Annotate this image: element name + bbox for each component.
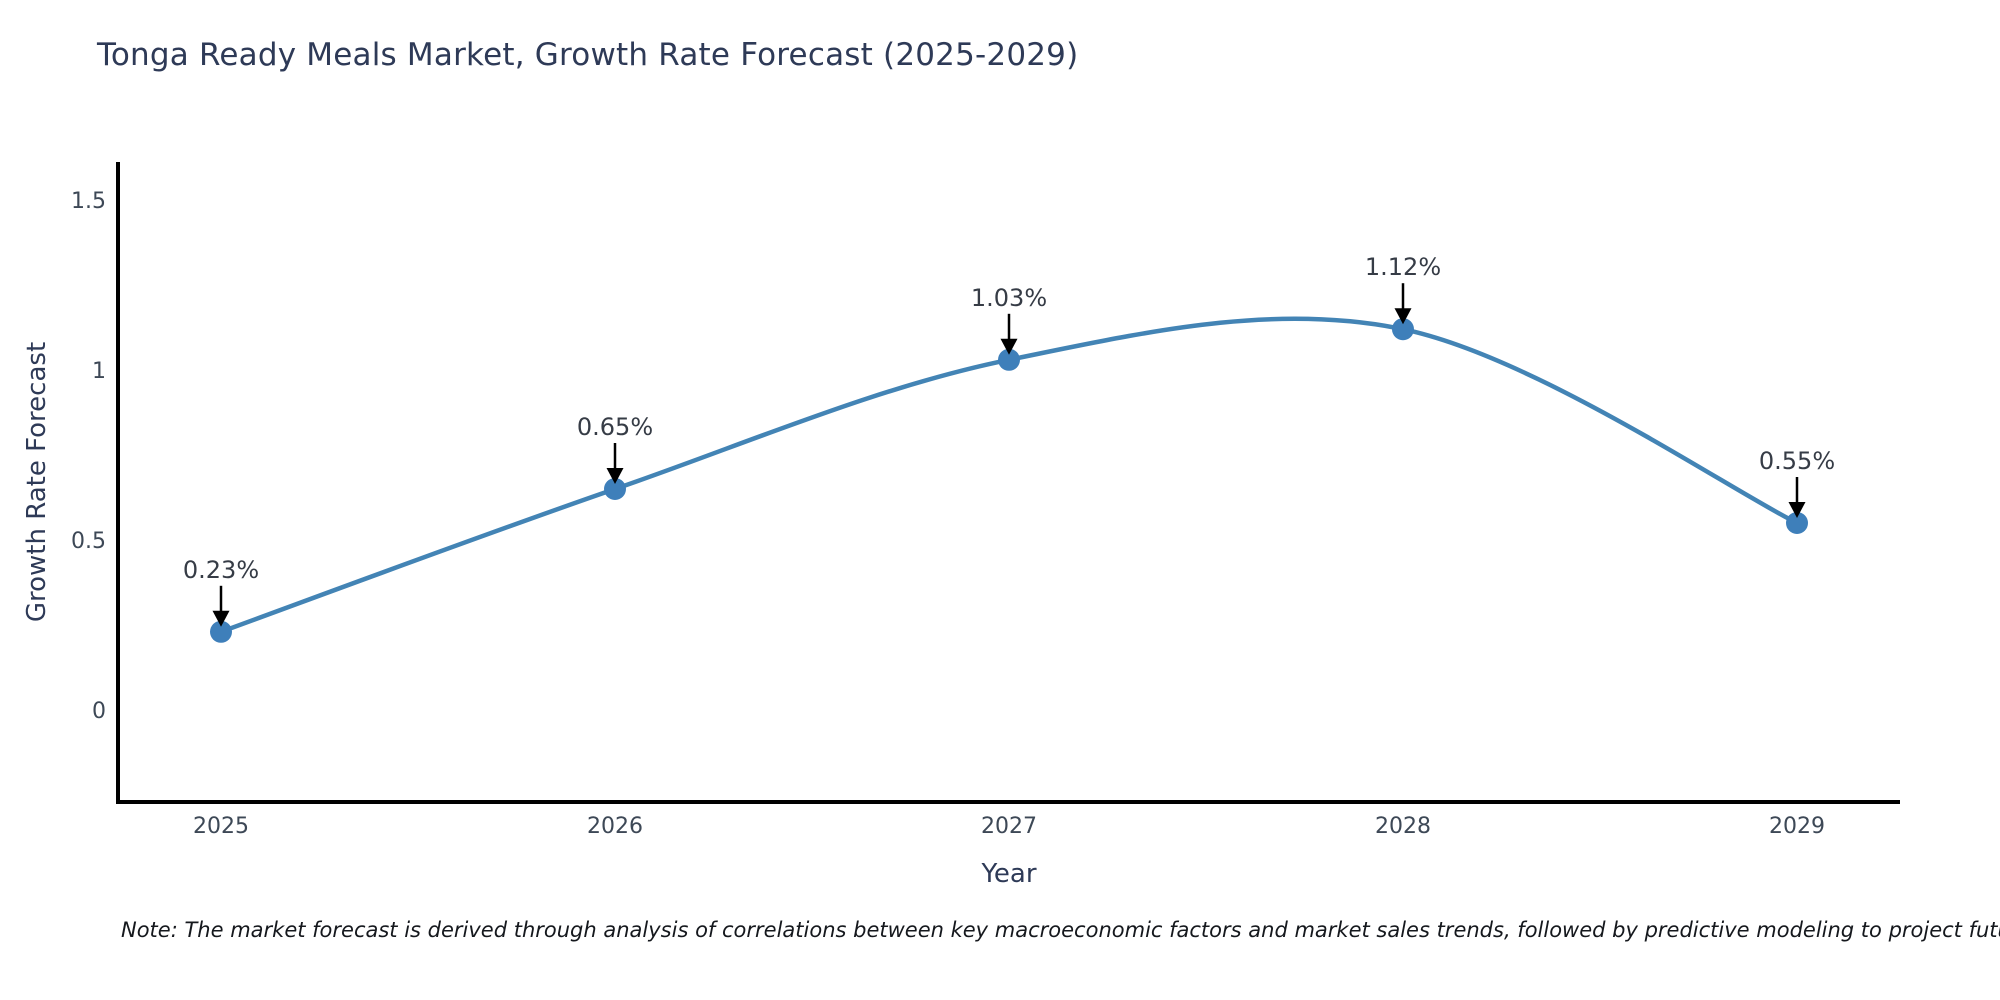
x-tick-label: 2029 <box>1769 814 1825 839</box>
annotation-arrowhead-icon <box>1000 338 1018 355</box>
y-tick-label: 1.5 <box>71 189 106 214</box>
y-axis-title: Growth Rate Forecast <box>22 342 52 622</box>
annotations: 0.23% 0.65% 1.03% 1.12% 0.55% <box>183 253 1835 627</box>
annotation-label: 1.12% <box>1365 253 1441 281</box>
y-tick-label: 1 <box>92 359 106 384</box>
data-point-2029 <box>1786 512 1808 534</box>
annotation-label: 0.55% <box>1759 447 1835 475</box>
annotation-label: 0.23% <box>183 556 259 584</box>
annotation-label: 1.03% <box>971 284 1047 312</box>
x-axis-title: Year <box>980 859 1036 889</box>
chart-title: Tonga Ready Meals Market, Growth Rate Fo… <box>97 37 1079 73</box>
data-point-2026 <box>604 478 626 500</box>
annotation-arrowhead-icon <box>212 610 230 627</box>
x-tick-label: 2026 <box>587 814 643 839</box>
footnote: Note: The market forecast is derived thr… <box>121 918 2000 942</box>
y-tick-label: 0.5 <box>71 529 106 554</box>
x-tick-label: 2027 <box>981 814 1037 839</box>
annotation-label: 0.65% <box>577 413 653 441</box>
x-tick-label: 2025 <box>193 814 249 839</box>
x-tick-label: 2028 <box>1375 814 1431 839</box>
data-points <box>210 318 1808 643</box>
y-tick-labels: 0 0.5 1 1.5 <box>71 189 106 724</box>
annotation-arrowhead-icon <box>1788 502 1806 518</box>
y-tick-label: 0 <box>92 699 106 724</box>
annotation-arrowhead-icon <box>606 468 624 484</box>
data-point-2025 <box>210 620 232 643</box>
annotation-arrowhead-icon <box>1394 308 1412 325</box>
data-point-2028 <box>1392 318 1414 341</box>
x-tick-labels: 2025 2026 2027 2028 2029 <box>193 814 1825 839</box>
data-point-2027 <box>998 348 1020 371</box>
